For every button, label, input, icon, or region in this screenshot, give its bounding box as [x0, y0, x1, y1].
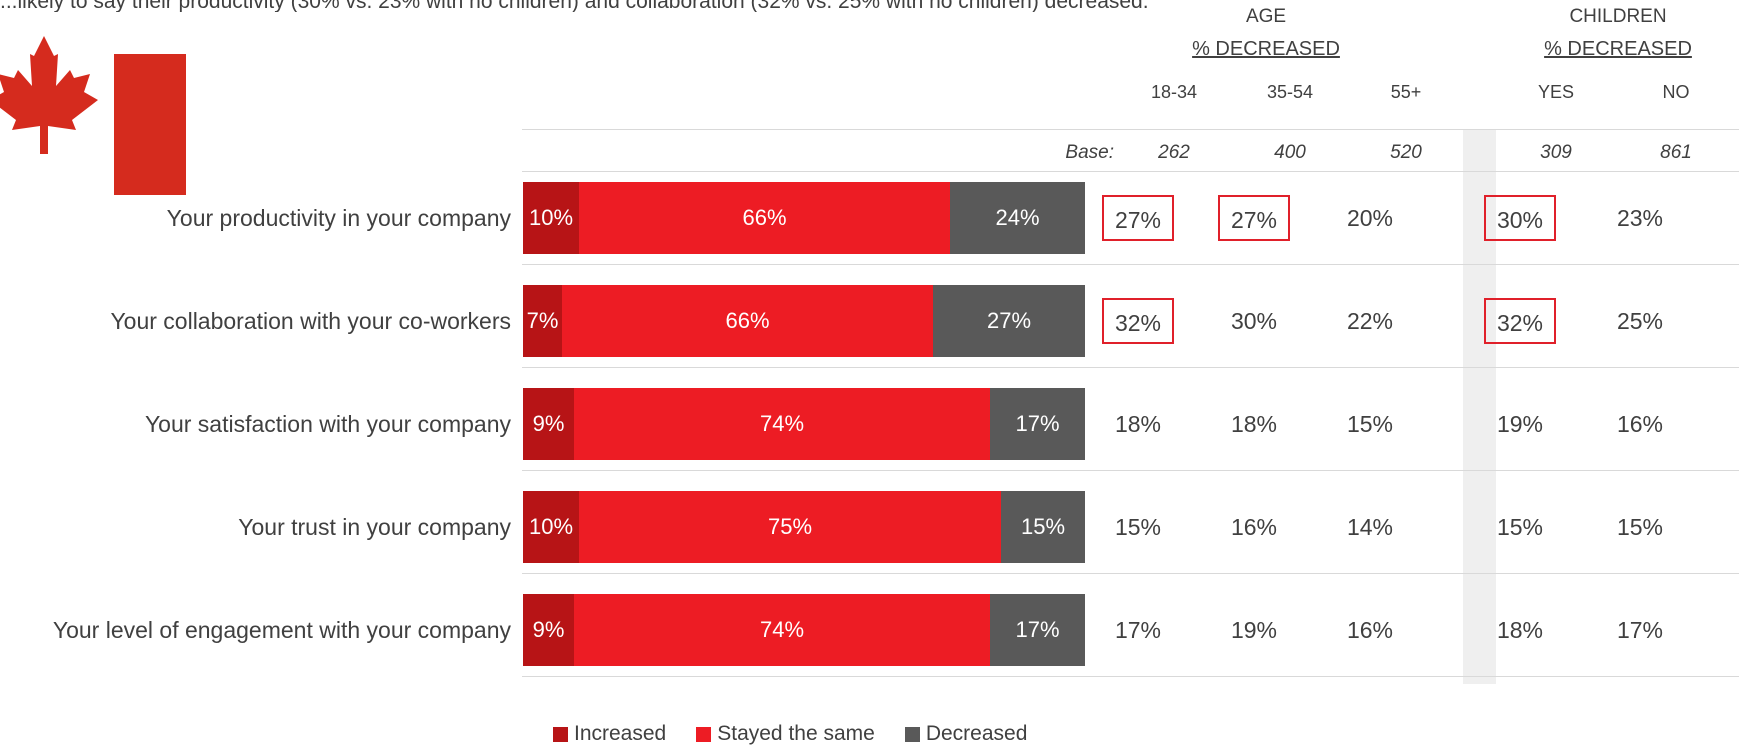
row-label: Your trust in your company	[238, 514, 511, 540]
legend-swatch	[904, 726, 920, 742]
row-rule	[522, 676, 1739, 677]
flag-band	[114, 54, 186, 195]
legend: Increased Stayed the same Decreased	[553, 722, 1057, 746]
table-cell: 15%	[1114, 514, 1162, 540]
base-value: 520	[1390, 142, 1422, 163]
legend-label: Increased	[574, 722, 667, 745]
table-cell: 19%	[1496, 411, 1544, 437]
column-separator-shade	[1463, 130, 1496, 684]
column-head-yes: YES	[1537, 82, 1575, 102]
row-label: Your productivity in your company	[166, 205, 511, 231]
base-value: 309	[1540, 142, 1572, 163]
row-label: Your collaboration with your co-workers	[110, 308, 511, 334]
table-cell: 22%	[1346, 308, 1394, 334]
table-cell: 30%	[1484, 195, 1556, 241]
column-head-55plus: 55+	[1390, 82, 1422, 102]
bar-segment-increased: 7%	[523, 285, 562, 357]
age-header-title: AGE	[1245, 6, 1287, 27]
children-header-subtitle: % DECREASED	[1544, 38, 1692, 60]
canada-flag	[0, 30, 190, 195]
legend-item-increased: Increased	[553, 722, 666, 746]
table-cell: 16%	[1616, 411, 1664, 437]
legend-item-decreased: Decreased	[904, 722, 1028, 746]
bar-segment-same: 66%	[562, 285, 933, 357]
table-cell: 17%	[1114, 617, 1162, 643]
row-rule	[522, 573, 1739, 574]
table-cell: 15%	[1346, 411, 1394, 437]
column-head-18-34: 18-34	[1150, 82, 1198, 102]
bar-segment-increased: 10%	[523, 182, 579, 254]
row-rule	[522, 470, 1739, 471]
table-cell: 14%	[1346, 514, 1394, 540]
bar-segment-decreased: 17%	[990, 594, 1085, 666]
table-cell: 18%	[1230, 411, 1278, 437]
legend-swatch	[553, 726, 568, 742]
row-label: Your satisfaction with your company	[144, 411, 511, 437]
base-label: Base:	[1065, 142, 1114, 163]
base-rule	[522, 171, 1739, 172]
table-cell: 15%	[1616, 514, 1664, 540]
age-header-subtitle: % DECREASED	[1192, 38, 1340, 60]
header-rule	[522, 129, 1739, 130]
legend-label: Decreased	[925, 722, 1028, 745]
row-rule	[522, 264, 1739, 265]
table-cell: 19%	[1230, 617, 1278, 643]
table-cell: 32%	[1484, 298, 1556, 344]
legend-swatch	[696, 726, 712, 742]
table-cell: 17%	[1616, 617, 1664, 643]
table-cell: 16%	[1230, 514, 1278, 540]
base-value: 861	[1660, 142, 1692, 163]
table-cell: 27%	[1102, 195, 1174, 241]
bar-segment-decreased: 15%	[1001, 491, 1085, 563]
table-cell: 15%	[1496, 514, 1544, 540]
bar-segment-decreased: 17%	[990, 388, 1085, 460]
table-cell: 30%	[1230, 308, 1278, 334]
bar-segment-same: 74%	[574, 388, 990, 460]
row-label: Your level of engagement with your compa…	[52, 617, 511, 643]
intro-text: ...likely to say their productivity (30%…	[0, 0, 1149, 12]
bar-segment-increased: 9%	[523, 594, 574, 666]
bar-segment-decreased: 24%	[950, 182, 1085, 254]
bar-segment-increased: 9%	[523, 388, 574, 460]
table-cell: 23%	[1616, 205, 1664, 231]
row-rule	[522, 367, 1739, 368]
table-cell: 16%	[1346, 617, 1394, 643]
bar-segment-same: 66%	[579, 182, 950, 254]
table-cell: 27%	[1218, 195, 1290, 241]
bar-segment-same: 74%	[574, 594, 990, 666]
table-cell: 20%	[1346, 205, 1394, 231]
bar-segment-same: 75%	[579, 491, 1001, 563]
maple-leaf-icon	[0, 36, 98, 154]
table-cell: 18%	[1114, 411, 1162, 437]
bar-segment-increased: 10%	[523, 491, 579, 563]
table-cell: 32%	[1102, 298, 1174, 344]
column-head-35-54: 35-54	[1266, 82, 1314, 102]
base-value: 400	[1274, 142, 1306, 163]
table-cell: 18%	[1496, 617, 1544, 643]
base-value: 262	[1158, 142, 1190, 163]
table-cell: 25%	[1616, 308, 1664, 334]
bar-segment-decreased: 27%	[933, 285, 1085, 357]
children-header-title: CHILDREN	[1569, 6, 1667, 27]
legend-label: Stayed the same	[717, 722, 875, 745]
column-head-no: NO	[1662, 82, 1690, 102]
legend-item-same: Stayed the same	[696, 722, 875, 746]
